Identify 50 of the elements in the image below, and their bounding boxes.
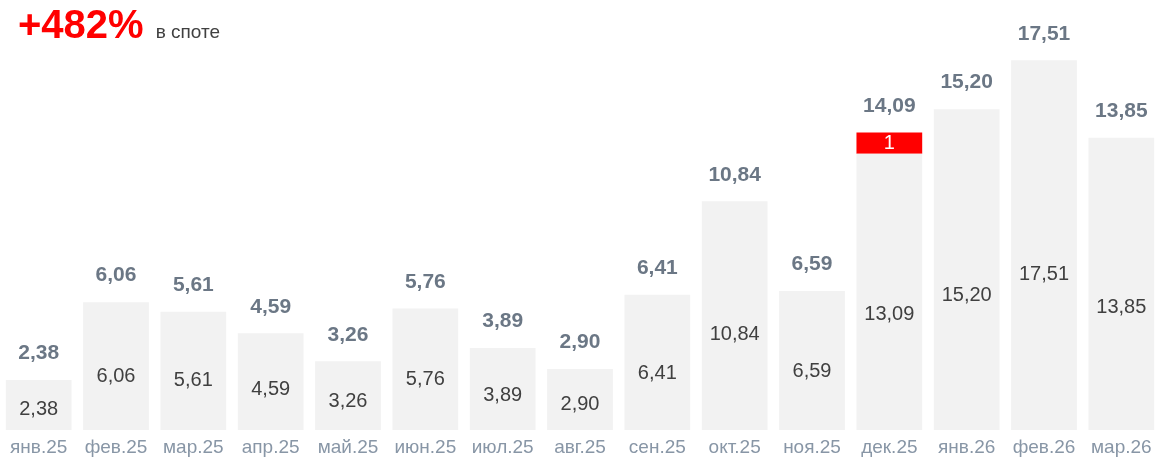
chart-subtitle: в споте xyxy=(155,21,221,43)
total-label: 2,90 xyxy=(559,329,601,353)
data-label: 17,51 xyxy=(1018,262,1070,285)
x-tick-label: июн.25 xyxy=(394,435,457,457)
data-label: 13,85 xyxy=(1096,294,1147,317)
x-tick-label: фев.26 xyxy=(1012,435,1076,457)
total-label: 3,26 xyxy=(327,321,369,345)
data-label: 3,89 xyxy=(483,383,523,406)
x-tick-label: окт.25 xyxy=(708,435,761,457)
total-label: 17,51 xyxy=(1017,20,1071,44)
x-tick-label: янв.26 xyxy=(938,435,996,457)
chart-title: +482% xyxy=(18,2,144,47)
x-tick-label: сен.25 xyxy=(628,435,686,457)
bar xyxy=(856,153,923,431)
data-label: 6,06 xyxy=(96,363,136,386)
data-label: 15,20 xyxy=(941,282,992,305)
x-tick-label: ноя.25 xyxy=(783,435,841,457)
data-label: 1 xyxy=(883,130,895,153)
total-label: 15,20 xyxy=(940,69,993,93)
x-tick-label: апр.25 xyxy=(241,435,300,457)
x-tick-label: фев.25 xyxy=(84,435,148,457)
data-label: 6,59 xyxy=(792,359,832,382)
total-label: 4,59 xyxy=(250,293,292,317)
total-label: 6,41 xyxy=(636,255,679,279)
data-label: 2,90 xyxy=(560,391,600,414)
total-label: 6,59 xyxy=(791,251,833,275)
total-label: 13,85 xyxy=(1095,97,1148,121)
x-tick-label: мар.25 xyxy=(163,435,224,457)
total-label: 14,09 xyxy=(863,92,916,116)
data-label: 5,61 xyxy=(173,367,213,390)
total-label: 5,61 xyxy=(172,272,215,295)
data-label: 6,41 xyxy=(637,360,677,383)
x-tick-label: июл.25 xyxy=(471,435,534,457)
total-label: 3,89 xyxy=(482,308,524,332)
x-tick-label: мар.26 xyxy=(1091,435,1152,457)
total-label: 2,38 xyxy=(18,340,60,364)
data-label: 4,59 xyxy=(251,377,291,399)
data-label: 5,76 xyxy=(405,366,445,389)
data-label: 13,09 xyxy=(864,301,915,324)
x-tick-label: авг.25 xyxy=(554,435,606,457)
total-label: 5,76 xyxy=(404,268,446,292)
bar xyxy=(856,132,923,154)
data-label: 3,26 xyxy=(328,388,368,411)
x-tick-label: май.25 xyxy=(317,435,379,457)
x-tick-label: янв.25 xyxy=(10,435,68,457)
total-label: 6,06 xyxy=(95,262,137,286)
x-tick-label: дек.25 xyxy=(861,435,918,457)
data-label: 10,84 xyxy=(709,321,760,344)
data-label: 2,38 xyxy=(19,396,59,419)
total-label: 10,84 xyxy=(708,161,762,185)
